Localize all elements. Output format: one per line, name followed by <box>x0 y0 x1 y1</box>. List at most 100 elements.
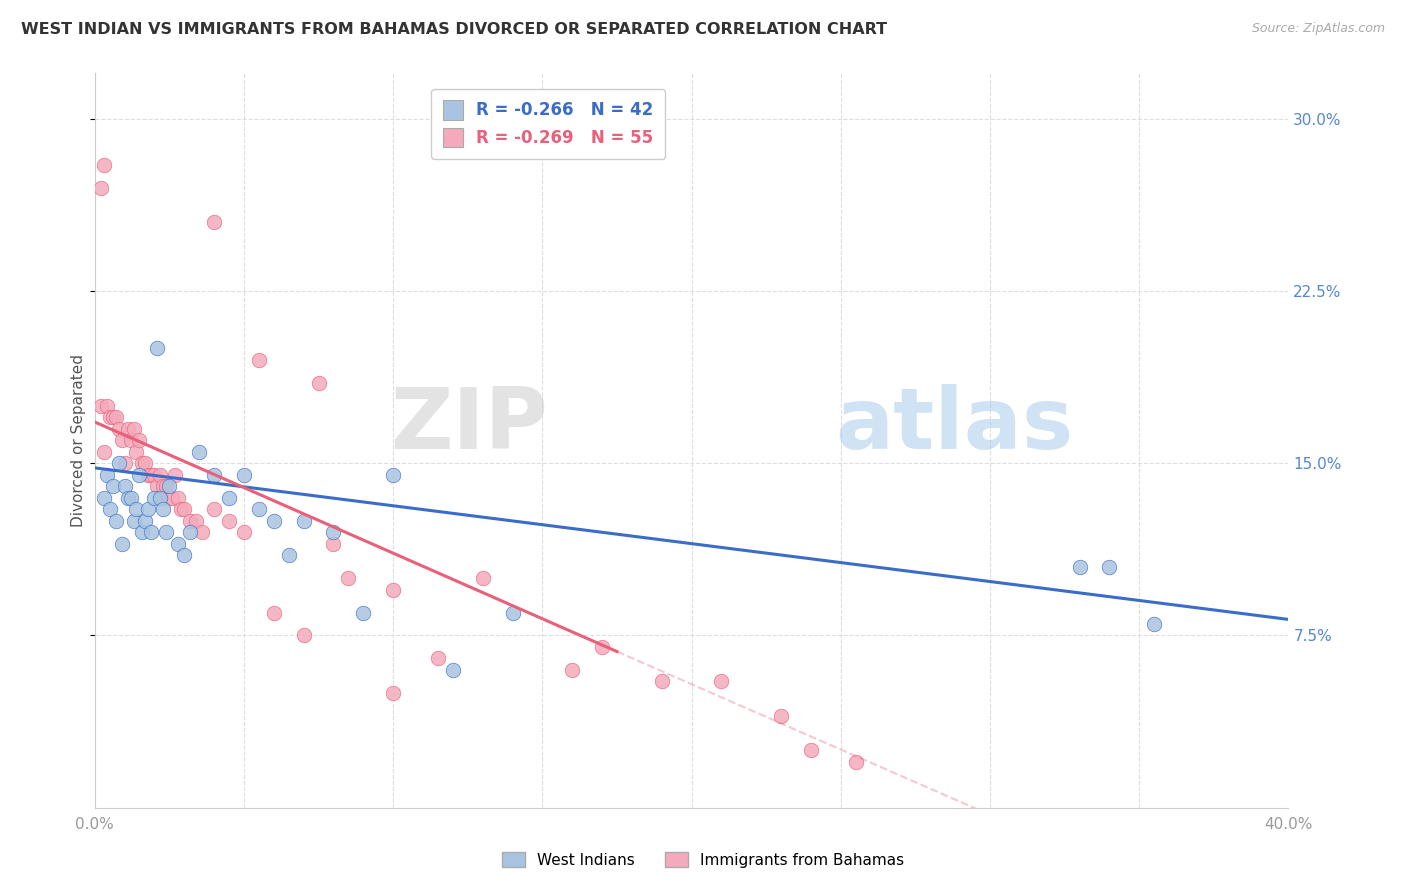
Point <box>134 514 156 528</box>
Point <box>107 422 129 436</box>
Legend: R = -0.266   N = 42, R = -0.269   N = 55: R = -0.266 N = 42, R = -0.269 N = 55 <box>432 88 665 159</box>
Point <box>502 606 524 620</box>
Point <box>157 491 180 505</box>
Point <box>138 502 160 516</box>
Legend: West Indians, Immigrants from Bahamas: West Indians, Immigrants from Bahamas <box>494 844 912 875</box>
Point <box>120 491 142 505</box>
Point <box>146 479 169 493</box>
Point <box>173 502 195 516</box>
Point <box>131 525 153 540</box>
Point <box>104 514 127 528</box>
Point <box>170 502 193 516</box>
Point <box>167 491 190 505</box>
Point <box>651 674 673 689</box>
Point <box>426 651 449 665</box>
Point <box>218 491 240 505</box>
Point <box>155 479 177 493</box>
Point <box>149 491 172 505</box>
Point <box>96 467 118 482</box>
Point <box>141 525 163 540</box>
Point <box>232 467 254 482</box>
Point <box>143 491 166 505</box>
Point <box>146 342 169 356</box>
Point <box>218 514 240 528</box>
Point <box>117 491 139 505</box>
Point <box>110 434 132 448</box>
Point <box>202 502 225 516</box>
Point <box>152 479 174 493</box>
Point <box>101 410 124 425</box>
Point <box>101 479 124 493</box>
Text: WEST INDIAN VS IMMIGRANTS FROM BAHAMAS DIVORCED OR SEPARATED CORRELATION CHART: WEST INDIAN VS IMMIGRANTS FROM BAHAMAS D… <box>21 22 887 37</box>
Point <box>263 514 285 528</box>
Point <box>155 525 177 540</box>
Point <box>90 399 112 413</box>
Point <box>188 445 211 459</box>
Point <box>90 181 112 195</box>
Point <box>125 445 148 459</box>
Point <box>114 479 136 493</box>
Point <box>122 422 145 436</box>
Point <box>322 525 344 540</box>
Point <box>152 502 174 516</box>
Point <box>263 606 285 620</box>
Point <box>93 445 115 459</box>
Point <box>591 640 613 654</box>
Point <box>322 536 344 550</box>
Point <box>131 456 153 470</box>
Point <box>292 628 315 642</box>
Point <box>247 353 270 368</box>
Point <box>179 525 201 540</box>
Text: Source: ZipAtlas.com: Source: ZipAtlas.com <box>1251 22 1385 36</box>
Point <box>1069 559 1091 574</box>
Point <box>93 491 115 505</box>
Point <box>277 548 299 562</box>
Point <box>162 491 184 505</box>
Point <box>1098 559 1121 574</box>
Point <box>107 456 129 470</box>
Point <box>1143 617 1166 632</box>
Point <box>770 709 793 723</box>
Point <box>98 410 121 425</box>
Point <box>173 548 195 562</box>
Point <box>382 686 405 700</box>
Point <box>308 376 330 390</box>
Point <box>471 571 494 585</box>
Point <box>134 456 156 470</box>
Point <box>202 215 225 229</box>
Point <box>96 399 118 413</box>
Point <box>141 467 163 482</box>
Point <box>104 410 127 425</box>
Point <box>138 467 160 482</box>
Point <box>352 606 374 620</box>
Point <box>441 663 464 677</box>
Point <box>179 514 201 528</box>
Point <box>382 467 405 482</box>
Point <box>202 467 225 482</box>
Point <box>800 743 823 757</box>
Point <box>125 502 148 516</box>
Point <box>114 456 136 470</box>
Point <box>98 502 121 516</box>
Point <box>710 674 733 689</box>
Point <box>110 536 132 550</box>
Point <box>167 536 190 550</box>
Point <box>247 502 270 516</box>
Y-axis label: Divorced or Separated: Divorced or Separated <box>72 354 86 527</box>
Point <box>157 479 180 493</box>
Point <box>143 467 166 482</box>
Point <box>191 525 214 540</box>
Point <box>117 422 139 436</box>
Point <box>337 571 360 585</box>
Point <box>128 467 150 482</box>
Point <box>149 467 172 482</box>
Point <box>232 525 254 540</box>
Point <box>292 514 315 528</box>
Point <box>128 434 150 448</box>
Point <box>122 514 145 528</box>
Point <box>186 514 208 528</box>
Point <box>382 582 405 597</box>
Point <box>165 467 187 482</box>
Text: atlas: atlas <box>835 384 1073 467</box>
Point <box>845 755 868 769</box>
